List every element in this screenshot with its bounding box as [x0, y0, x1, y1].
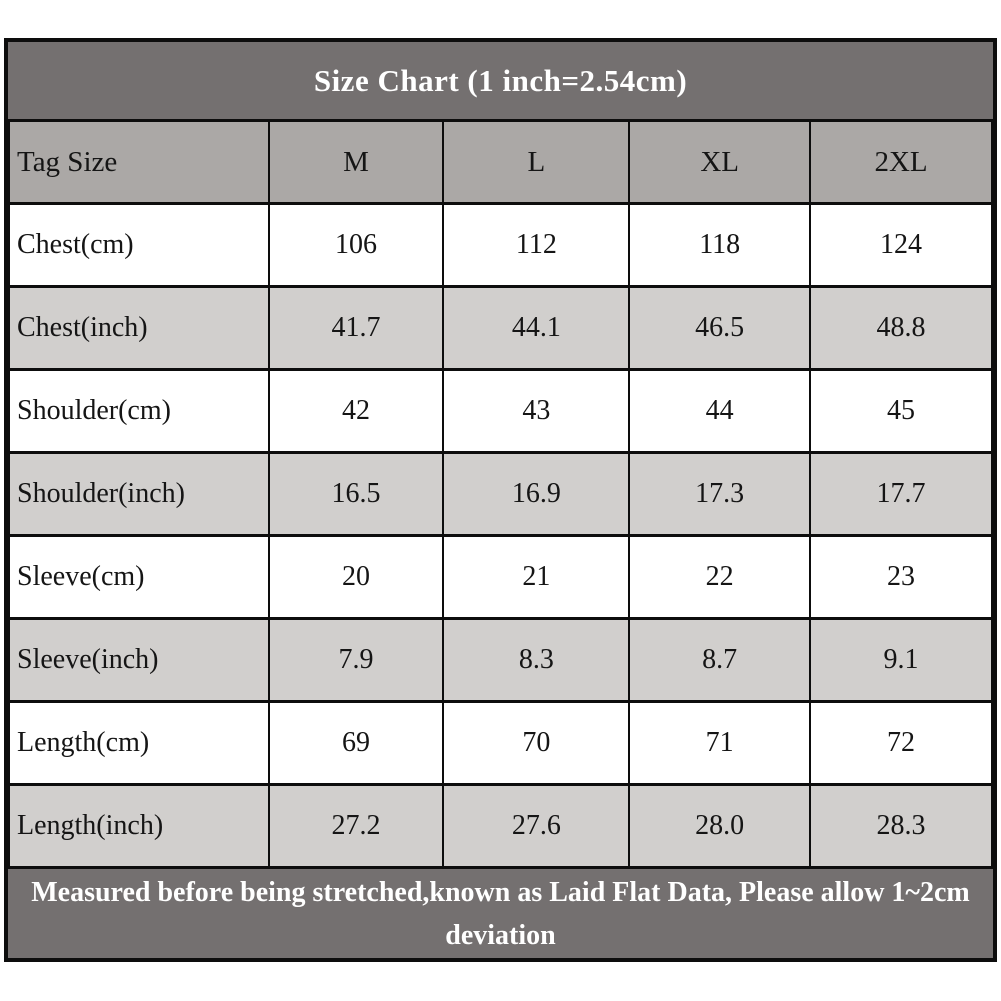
- table-row-sleeve-inch: Sleeve(inch) 7.9 8.3 8.7 9.1: [8, 617, 993, 703]
- table-row-chest-cm: Chest(cm) 106 112 118 124: [8, 202, 993, 288]
- cell: 17.3: [628, 451, 812, 537]
- cell: 71: [628, 700, 812, 786]
- cell: 45: [809, 368, 993, 454]
- cell: 72: [809, 700, 993, 786]
- cell: 41.7: [267, 285, 445, 371]
- cell: 23: [809, 534, 993, 620]
- column-header-tag-size: Tag Size: [8, 119, 270, 205]
- row-label: Sleeve(cm): [8, 534, 270, 620]
- cell: 8.7: [628, 617, 812, 703]
- cell: 7.9: [267, 617, 445, 703]
- cell: 112: [442, 202, 631, 288]
- cell: 8.3: [442, 617, 631, 703]
- table-row-length-cm: Length(cm) 69 70 71 72: [8, 700, 993, 786]
- cell: 22: [628, 534, 812, 620]
- cell: 69: [267, 700, 445, 786]
- size-chart-title: Size Chart (1 inch=2.54cm): [8, 42, 993, 119]
- measurement-note-text: Measured before being stretched,known as…: [31, 876, 970, 951]
- cell: 70: [442, 700, 631, 786]
- cell: 28.0: [628, 783, 812, 869]
- table-row-shoulder-cm: Shoulder(cm) 42 43 44 45: [8, 368, 993, 454]
- cell: 124: [809, 202, 993, 288]
- cell: 28.3: [809, 783, 993, 869]
- table-row-chest-inch: Chest(inch) 41.7 44.1 46.5 48.8: [8, 285, 993, 371]
- table-row-shoulder-inch: Shoulder(inch) 16.5 16.9 17.3 17.7: [8, 451, 993, 537]
- cell: 27.6: [442, 783, 631, 869]
- row-label: Shoulder(inch): [8, 451, 270, 537]
- cell: 9.1: [809, 617, 993, 703]
- size-chart-sheet: Size Chart (1 inch=2.54cm) Tag Size M L …: [4, 38, 997, 962]
- cell: 44: [628, 368, 812, 454]
- cell: 20: [267, 534, 445, 620]
- table-header-row: Tag Size M L XL 2XL: [8, 119, 993, 205]
- column-header-2xl: 2XL: [809, 119, 993, 205]
- cell: 44.1: [442, 285, 631, 371]
- cell: 27.2: [267, 783, 445, 869]
- cell: 46.5: [628, 285, 812, 371]
- row-label: Sleeve(inch): [8, 617, 270, 703]
- column-header-l: L: [442, 119, 631, 205]
- row-label: Chest(cm): [8, 202, 270, 288]
- size-chart-table: Tag Size M L XL 2XL Chest(cm) 106 112 11…: [8, 119, 993, 869]
- column-header-xl: XL: [628, 119, 812, 205]
- cell: 21: [442, 534, 631, 620]
- cell: 42: [267, 368, 445, 454]
- row-label: Shoulder(cm): [8, 368, 270, 454]
- measurement-note: Measured before being stretched,known as…: [8, 869, 993, 958]
- cell: 118: [628, 202, 812, 288]
- row-label: Length(inch): [8, 783, 270, 869]
- cell: 43: [442, 368, 631, 454]
- row-label: Chest(inch): [8, 285, 270, 371]
- cell: 48.8: [809, 285, 993, 371]
- table-row-sleeve-cm: Sleeve(cm) 20 21 22 23: [8, 534, 993, 620]
- table-row-length-inch: Length(inch) 27.2 27.6 28.0 28.3: [8, 783, 993, 869]
- cell: 106: [267, 202, 445, 288]
- row-label: Length(cm): [8, 700, 270, 786]
- cell: 16.9: [442, 451, 631, 537]
- cell: 17.7: [809, 451, 993, 537]
- column-header-m: M: [267, 119, 445, 205]
- cell: 16.5: [267, 451, 445, 537]
